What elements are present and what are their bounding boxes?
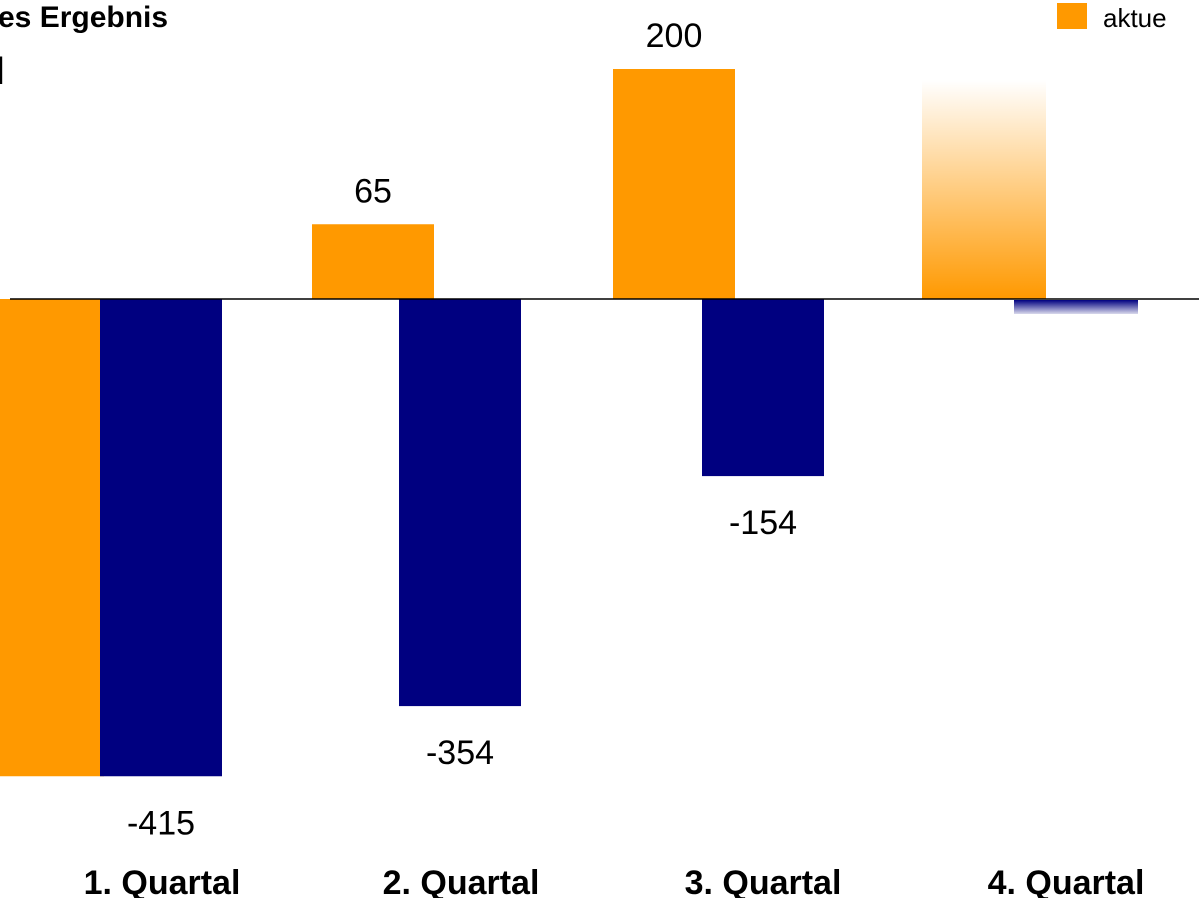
bar-navy-1	[100, 299, 222, 777]
bar-orange-2	[312, 224, 434, 299]
value-label-orange-2: 65	[354, 172, 392, 210]
legend-swatch-orange	[1057, 3, 1087, 29]
category-label-1: 1. Quartal	[84, 864, 241, 898]
bar-navy-2	[399, 299, 521, 707]
value-label-orange-3: 200	[646, 17, 703, 55]
value-label-navy-1: -415	[127, 804, 195, 842]
q4-placeholder-bar-orange	[922, 80, 1046, 299]
category-labels-group: 1. Quartal 2. Quartal 3. Quartal 4. Quartal	[84, 864, 1145, 898]
value-label-navy-3: -154	[729, 504, 797, 542]
legend-label-orange: aktue	[1103, 3, 1167, 33]
bar-navy-3	[702, 299, 824, 477]
value-label-navy-2: -354	[426, 734, 494, 772]
bar-orange-1	[0, 299, 104, 777]
q4-placeholder-group	[922, 80, 1138, 314]
value-labels-group: -415 65 -354 200 -154	[127, 17, 797, 842]
chart-title: es Ergebnis	[0, 1, 168, 34]
category-label-3: 3. Quartal	[685, 864, 842, 898]
bar-orange-3	[613, 69, 735, 299]
bars-group	[0, 69, 824, 777]
legend: aktue	[1057, 3, 1167, 33]
category-label-2: 2. Quartal	[383, 864, 540, 898]
unit-label: ]	[0, 52, 4, 85]
category-label-4: 4. Quartal	[988, 864, 1145, 898]
q4-placeholder-bar-navy	[1014, 300, 1138, 314]
